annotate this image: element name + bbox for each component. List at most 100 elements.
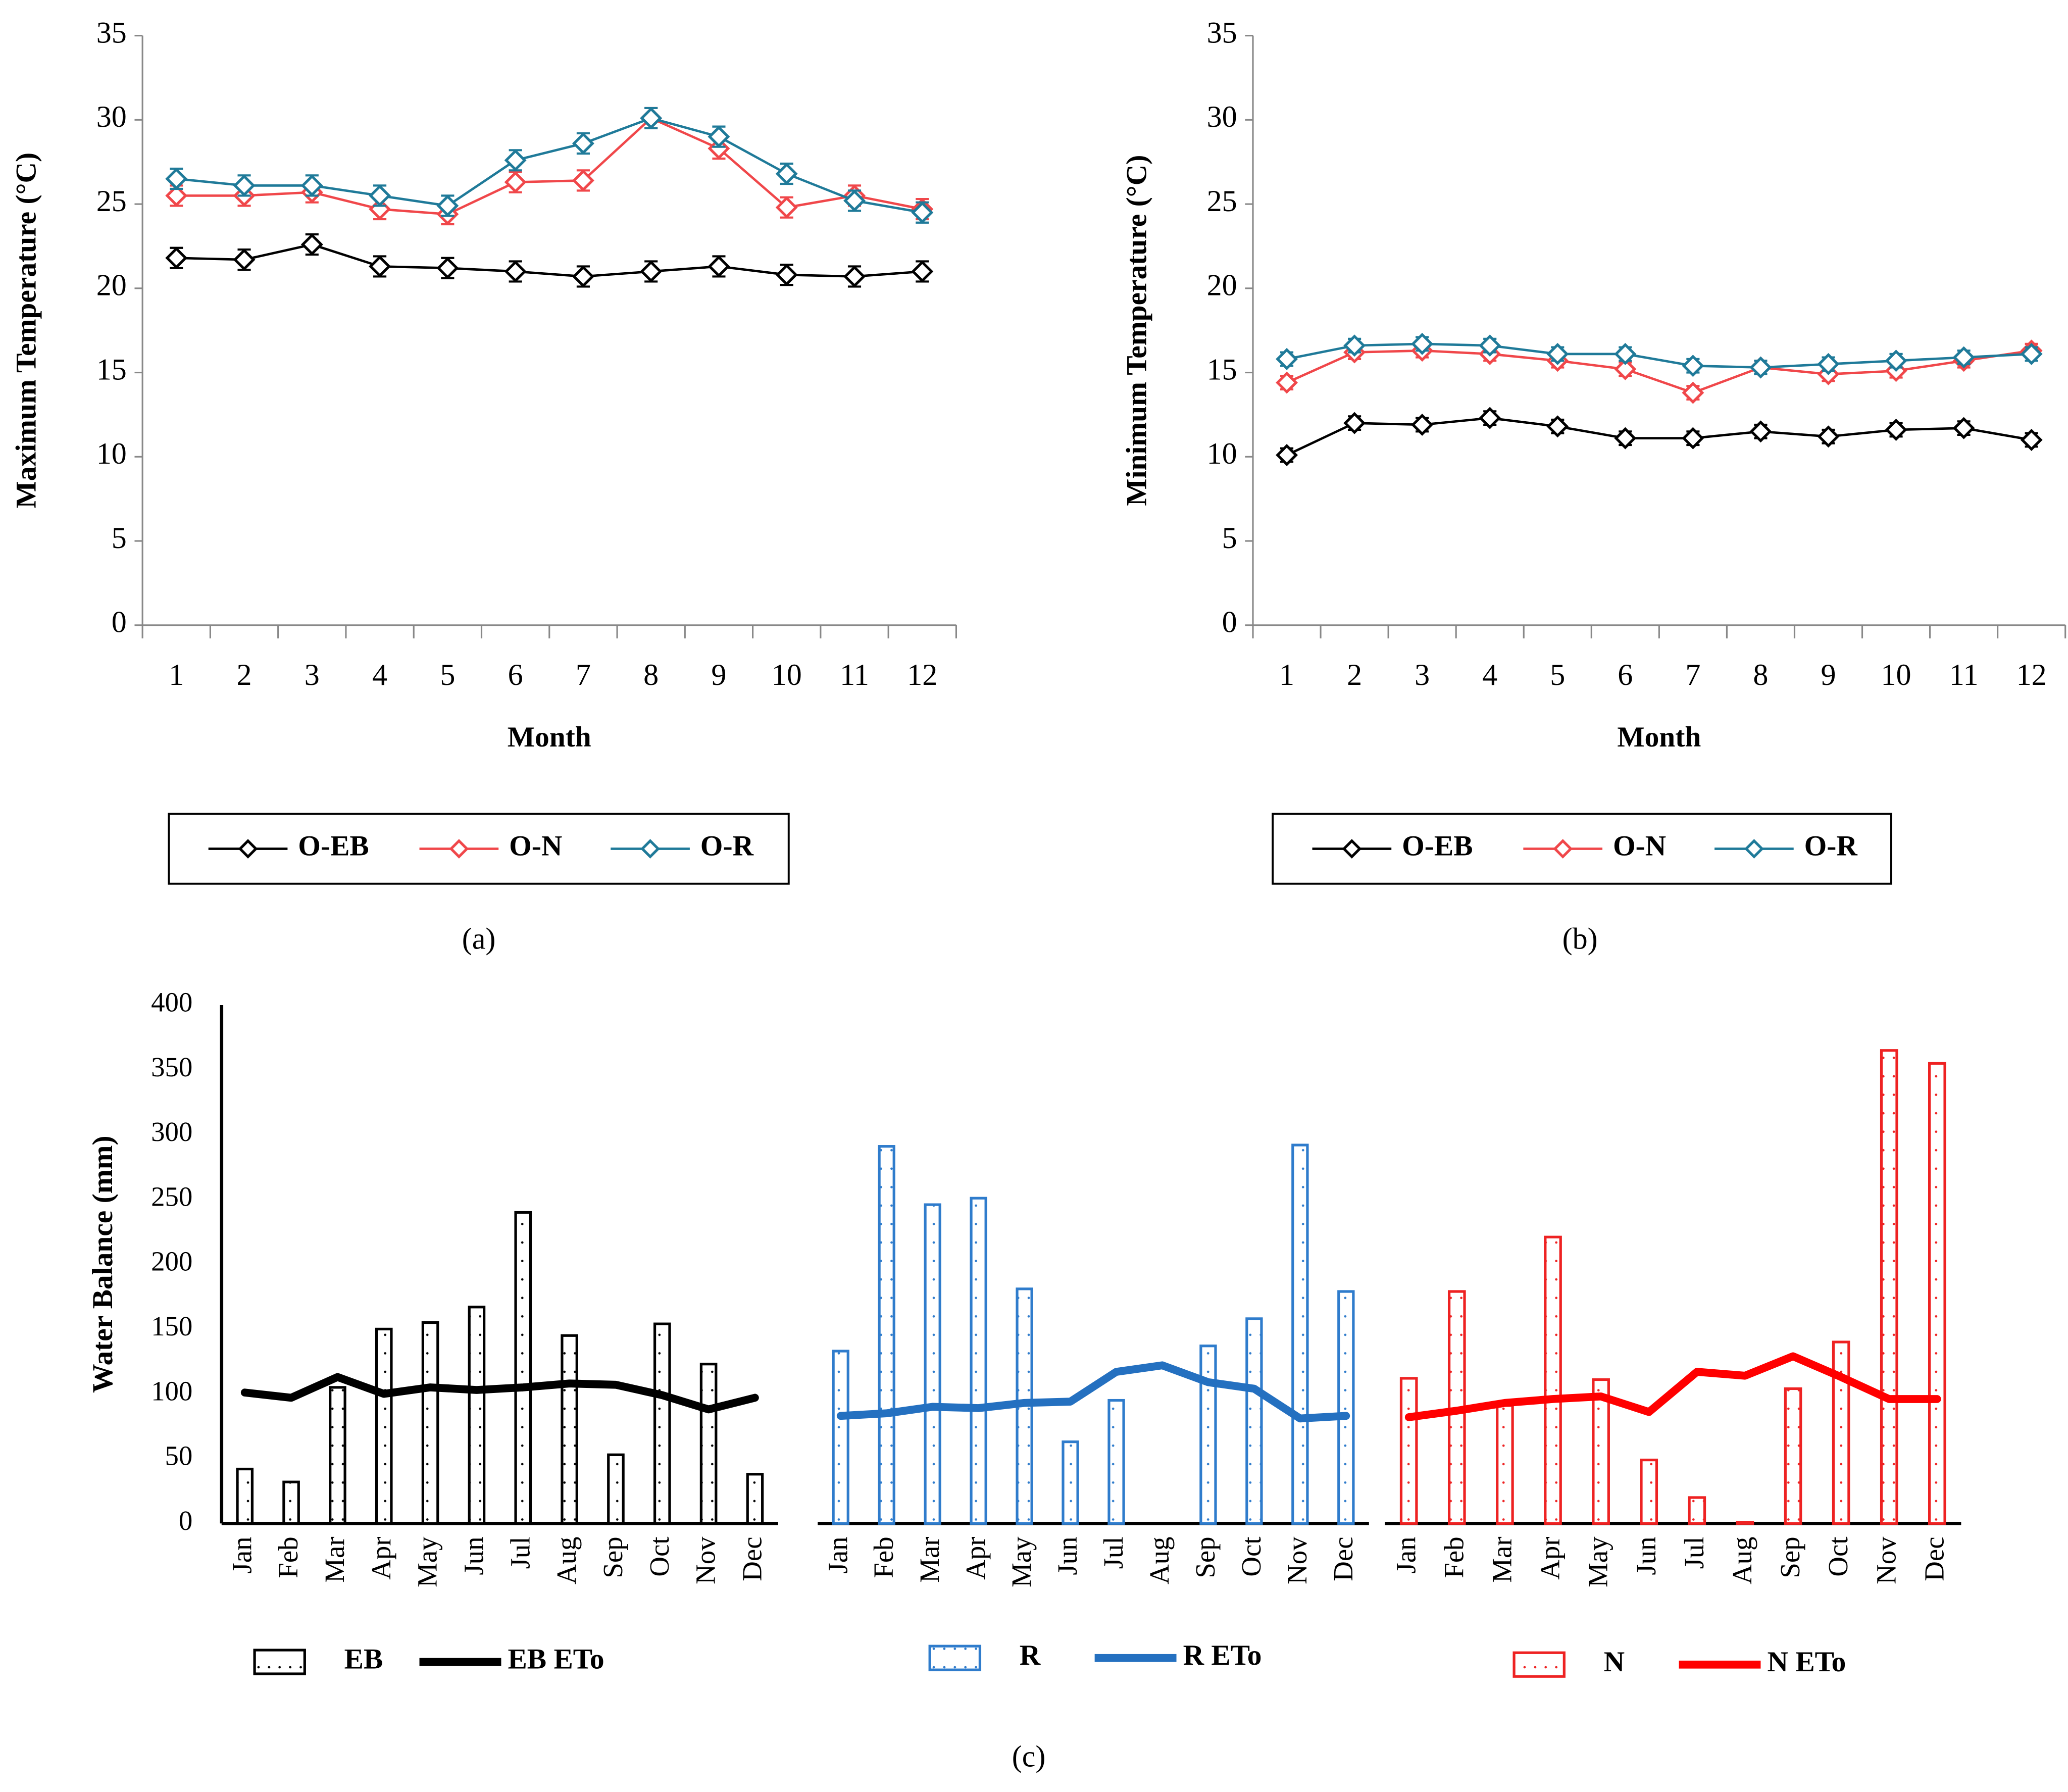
marker bbox=[504, 149, 527, 172]
y-tick-label: 35 bbox=[1207, 15, 1237, 49]
marker bbox=[708, 255, 730, 278]
x-tick-label: Nov bbox=[690, 1536, 721, 1584]
marker bbox=[1614, 342, 1637, 365]
marker bbox=[436, 194, 459, 217]
panel-label: (a) bbox=[462, 921, 496, 955]
series-line bbox=[1286, 349, 2032, 394]
y-tick-label: 0 bbox=[1222, 605, 1237, 639]
x-tick-label: May bbox=[1583, 1536, 1613, 1587]
series-line bbox=[176, 117, 923, 216]
x-tick-label: Jul bbox=[1098, 1536, 1129, 1569]
y-tick-label: 200 bbox=[151, 1246, 192, 1277]
y-tick-label: 150 bbox=[151, 1311, 192, 1341]
legend-swatch bbox=[1512, 1651, 1566, 1678]
marker bbox=[1276, 444, 1298, 466]
series-line bbox=[240, 1373, 759, 1414]
marker bbox=[911, 201, 934, 224]
marker bbox=[843, 265, 866, 288]
bar bbox=[607, 1453, 625, 1525]
bar bbox=[924, 1203, 941, 1525]
marker bbox=[775, 264, 798, 286]
marker bbox=[1817, 353, 1840, 375]
marker bbox=[165, 246, 188, 269]
bar bbox=[1784, 1387, 1802, 1525]
x-tick-label: 2 bbox=[1347, 658, 1362, 691]
marker bbox=[1817, 425, 1840, 448]
marker bbox=[504, 171, 527, 193]
x-tick-label: Dec bbox=[1919, 1536, 1949, 1581]
x-tick-label: 4 bbox=[1482, 658, 1497, 691]
bar bbox=[699, 1363, 718, 1525]
x-tick-label: May bbox=[412, 1536, 443, 1587]
bar bbox=[653, 1322, 671, 1525]
marker bbox=[1343, 334, 1366, 357]
x-tick-label: Dec bbox=[1328, 1536, 1358, 1581]
x-tick-label: 9 bbox=[711, 658, 726, 691]
y-tick-label: 5 bbox=[112, 521, 127, 555]
marker bbox=[1276, 371, 1298, 394]
y-tick-label: 350 bbox=[151, 1052, 192, 1082]
x-tick-label: 6 bbox=[1618, 658, 1633, 691]
x-tick-label: May bbox=[1006, 1536, 1037, 1587]
marker bbox=[1682, 355, 1704, 377]
bar bbox=[746, 1473, 764, 1525]
y-tick-label: 0 bbox=[179, 1505, 192, 1536]
x-tick-label: Dec bbox=[737, 1536, 768, 1581]
x-tick-label: Apr bbox=[1535, 1536, 1566, 1579]
legend-marker bbox=[1744, 839, 1764, 859]
panel-label: (c) bbox=[1012, 1739, 1046, 1773]
series-line bbox=[1286, 417, 2032, 457]
bar bbox=[514, 1211, 532, 1525]
series-line bbox=[1404, 1352, 1941, 1421]
x-tick-label: Oct bbox=[644, 1536, 675, 1576]
x-tick-label: 11 bbox=[1949, 658, 1979, 691]
legend-label: O-R bbox=[700, 830, 754, 862]
y-tick-label: 10 bbox=[96, 436, 127, 470]
x-tick-label: Apr bbox=[366, 1536, 396, 1579]
marker bbox=[436, 257, 459, 279]
x-tick-label: Oct bbox=[1823, 1536, 1853, 1576]
legend-label: EB bbox=[344, 1644, 383, 1675]
marker bbox=[1614, 358, 1637, 380]
legend-label: O-N bbox=[509, 830, 562, 862]
bar bbox=[1107, 1399, 1125, 1525]
y-tick-label: 30 bbox=[96, 99, 127, 133]
marker bbox=[2020, 342, 2043, 365]
marker bbox=[843, 189, 866, 212]
bar bbox=[1592, 1378, 1610, 1525]
legend-label: N bbox=[1604, 1646, 1625, 1678]
marker bbox=[1411, 413, 1434, 436]
x-tick-label: Jan bbox=[822, 1536, 853, 1573]
x-tick-label: Feb bbox=[868, 1536, 899, 1578]
y-axis-title: Minimum Temperature (°C) bbox=[1121, 155, 1153, 506]
marker bbox=[369, 255, 391, 278]
x-tick-label: Jun bbox=[458, 1536, 489, 1575]
x-tick-label: 5 bbox=[1550, 658, 1565, 691]
y-tick-label: 25 bbox=[96, 184, 127, 218]
bar bbox=[375, 1327, 393, 1525]
marker bbox=[1614, 427, 1637, 450]
marker bbox=[775, 196, 798, 219]
bar bbox=[329, 1386, 346, 1525]
legend-label: R bbox=[1020, 1639, 1041, 1671]
legend-marker bbox=[449, 839, 469, 859]
x-tick-label: 3 bbox=[305, 658, 320, 691]
x-tick-label: 11 bbox=[840, 658, 869, 691]
y-tick-label: 10 bbox=[1207, 436, 1237, 470]
y-tick-label: 100 bbox=[151, 1375, 192, 1406]
marker bbox=[300, 174, 323, 197]
y-tick-label: 300 bbox=[151, 1116, 192, 1147]
bar bbox=[1496, 1404, 1514, 1525]
y-tick-label: 30 bbox=[1207, 99, 1237, 133]
marker bbox=[572, 169, 594, 192]
legend-marker bbox=[1342, 839, 1362, 859]
x-tick-label: Jul bbox=[505, 1536, 535, 1569]
legend-marker bbox=[1553, 839, 1573, 859]
x-tick-label: 3 bbox=[1415, 658, 1430, 691]
bar bbox=[1880, 1049, 1898, 1525]
legend-label: O-EB bbox=[298, 830, 369, 862]
legend-label: EB ETo bbox=[508, 1644, 604, 1675]
x-tick-label: Nov bbox=[1871, 1536, 1901, 1584]
marker bbox=[504, 260, 527, 283]
x-tick-label: 10 bbox=[772, 658, 802, 691]
